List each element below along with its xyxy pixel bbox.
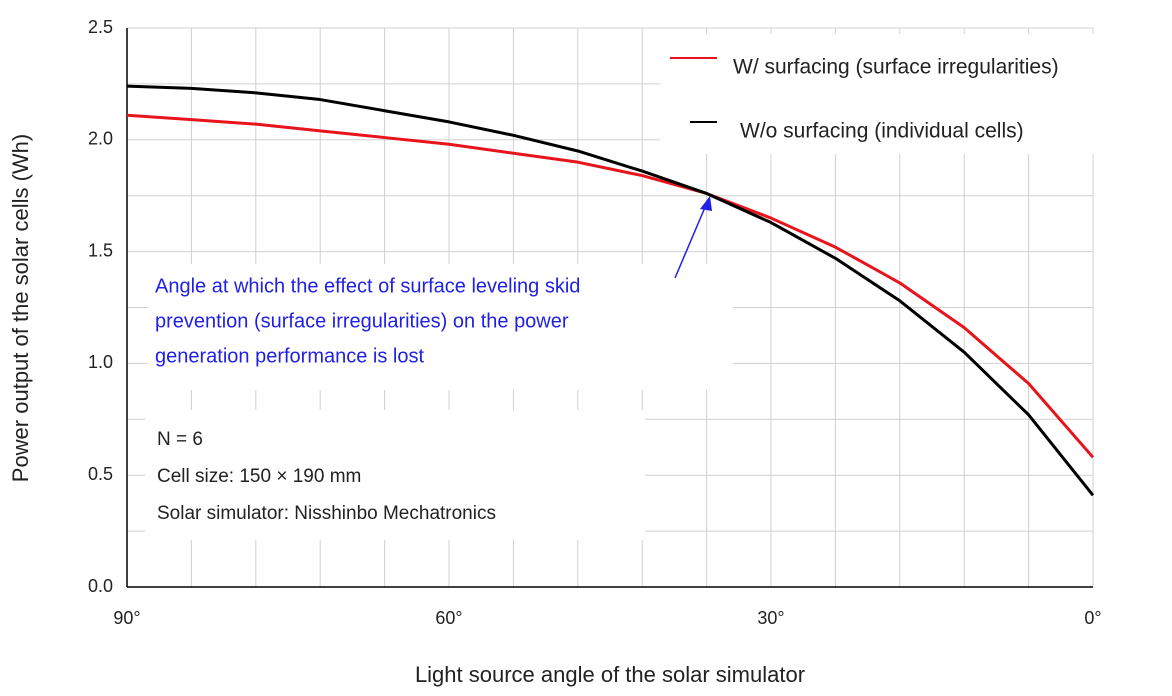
x-axis-title: Light source angle of the solar simulato… <box>415 662 805 687</box>
y-tick-label: 2.0 <box>88 129 113 149</box>
x-tick-label: 60° <box>435 608 462 628</box>
y-tick-label: 0.5 <box>88 464 113 484</box>
annotation-text: generation performance is lost <box>155 345 424 367</box>
annotation-background <box>148 264 733 390</box>
x-tick-label: 90° <box>113 608 140 628</box>
annotation-arrowhead <box>700 196 712 211</box>
note-text: Solar simulator: Nisshinbo Mechatronics <box>157 503 496 524</box>
notes-background <box>145 410 645 540</box>
series-line <box>126 84 1095 497</box>
note-text: N = 6 <box>157 429 203 450</box>
y-tick-label: 0.0 <box>88 576 113 596</box>
note-text: Cell size: 150 × 190 mm <box>157 466 361 487</box>
y-tick-label: 1.0 <box>88 352 113 372</box>
y-tick-label: 1.5 <box>88 240 113 260</box>
legend-background <box>660 34 1165 154</box>
annotation-text: prevention (surface irregularities) on t… <box>155 310 569 332</box>
annotation-arrow <box>674 204 707 279</box>
legend-label: W/ surfacing (surface irregularities) <box>733 56 1059 79</box>
x-tick-label: 30° <box>757 608 784 628</box>
y-tick-label: 2.5 <box>88 17 113 37</box>
y-axis-title: Power output of the solar cells (Wh) <box>8 134 33 482</box>
x-tick-label: 0° <box>1084 608 1101 628</box>
legend-label: W/o surfacing (individual cells) <box>740 120 1024 143</box>
annotation-text: Angle at which the effect of surface lev… <box>155 275 580 297</box>
series-line <box>126 113 1095 459</box>
